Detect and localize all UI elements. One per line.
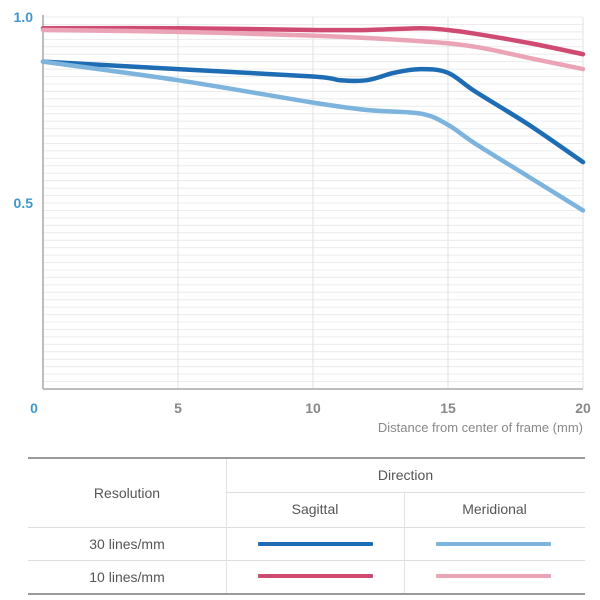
legend-row-10-label: 10 lines/mm (89, 569, 165, 585)
mtf-chart: 0 5 10 15 20 0.5 1.0 Distance from center of f… (14, 9, 591, 435)
legend-col-divider-2 (404, 492, 405, 593)
series-line-10-lines-mm-meridional (40, 27, 586, 72)
legend-row-30-label: 30 lines/mm (89, 536, 165, 552)
legend-resolution-header: Resolution (93, 485, 161, 501)
legend-30-meridional-swatch (436, 542, 551, 546)
series-line-30-lines-mm-sagittal (40, 59, 586, 165)
legend-10-sagittal-swatch (258, 574, 373, 578)
chart-axes (42, 15, 583, 390)
legend-sagittal-header: Sagittal (291, 501, 339, 517)
legend-direction-header: Direction (377, 467, 434, 483)
x-tick-label: 10 (305, 400, 321, 416)
legend-table: Resolution Direction Sagittal Meridional… (28, 457, 585, 597)
series-line-10-lines-mm-sagittal (40, 25, 586, 57)
y-tick-label: 0.5 (14, 195, 34, 211)
legend-col-divider-1 (226, 459, 227, 593)
legend-row-rule (28, 560, 585, 561)
legend-direction-rule (226, 492, 585, 493)
series-line-30-lines-mm-meridional (40, 59, 586, 213)
legend-10-meridional-swatch (436, 574, 551, 578)
y-tick-label: 1.0 (14, 9, 34, 25)
chart-series (40, 25, 586, 213)
chart-grid (43, 16, 584, 389)
legend-30-sagittal-swatch (258, 542, 373, 546)
x-tick-label: 0 (30, 400, 38, 416)
legend-bottom-rule (28, 593, 585, 595)
legend-header-rule (28, 527, 585, 528)
x-axis-label: Distance from center of frame (mm) (378, 420, 583, 435)
x-tick-label: 20 (575, 400, 591, 416)
chart-tick-labels: 0 5 10 15 20 0.5 1.0 (14, 9, 591, 416)
x-tick-label: 15 (440, 400, 456, 416)
legend-top-rule (28, 457, 585, 459)
x-tick-label: 5 (174, 400, 182, 416)
legend-meridional-header: Meridional (462, 501, 527, 517)
